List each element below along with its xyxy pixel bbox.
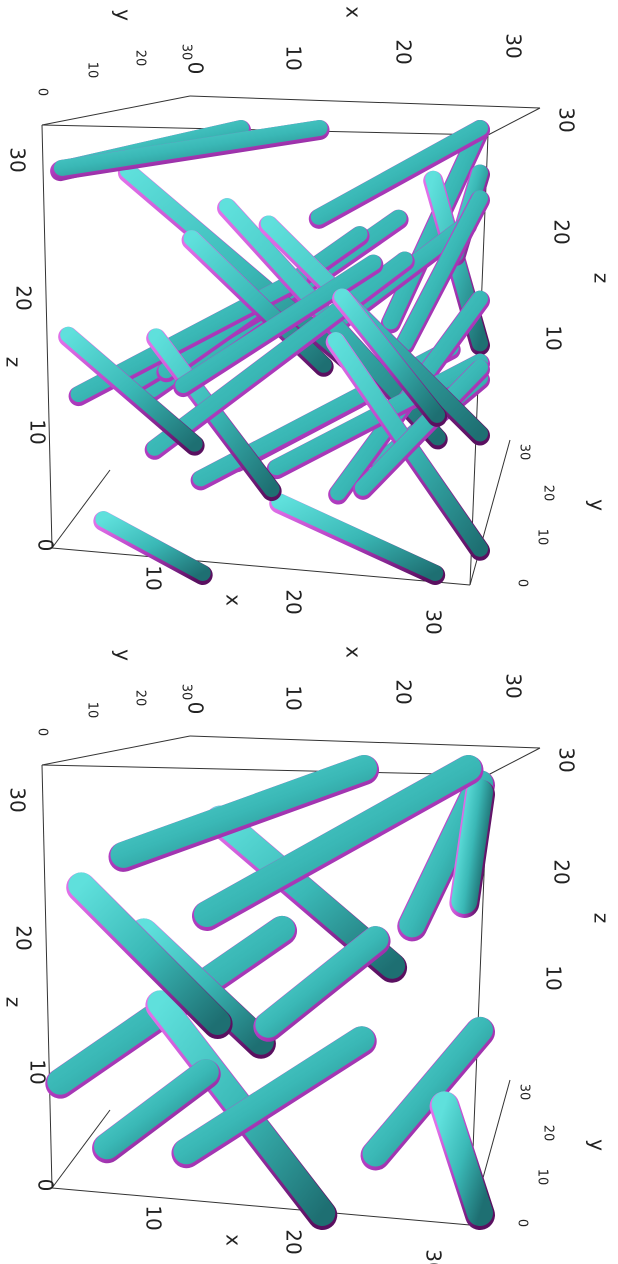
tick-label: 0: [35, 728, 50, 736]
tick-label: 10: [282, 685, 306, 710]
isosurface: [60, 128, 480, 575]
box-edge: [42, 765, 52, 1188]
tick-label: 30: [517, 444, 532, 461]
tick-label: 0: [34, 539, 58, 552]
box-edge: [488, 748, 540, 775]
box-edge: [52, 470, 110, 548]
isosurface: [60, 768, 480, 1215]
tick-label: 30: [555, 107, 579, 132]
tube: [268, 939, 375, 1025]
box-edge: [190, 736, 540, 748]
visualization: y 0 10 20 30 x 0 10 20 30 z 0 10 20 30 z 10 20 30 x 10 20 30 y 0…: [0, 0, 618, 1264]
axis-label: z: [590, 273, 614, 284]
tick-label: 10: [85, 702, 100, 719]
tube: [464, 792, 480, 901]
tick-label: 30: [422, 609, 446, 634]
tick-label: 30: [6, 147, 30, 172]
tick-label: 30: [502, 33, 526, 58]
panel: y 0 10 20 30 x 0 10 20 30 z 0 10 20 30 z 10 20 30 x 10 20 30 y 0…: [2, 646, 614, 1264]
tube: [279, 501, 435, 573]
tick-label: 30: [555, 747, 579, 772]
axis-label: z: [2, 997, 26, 1008]
tick-label: 10: [542, 325, 566, 350]
tick-label: 10: [85, 62, 100, 79]
tick-label: 0: [184, 62, 208, 75]
panel: y 0 10 20 30 x 0 10 20 30 z 0 10 20 30 z 10 20 30 x 10 20 30 y 0…: [2, 6, 614, 635]
axis-label: x: [222, 594, 246, 606]
tube: [445, 1104, 480, 1213]
tick-label: 10: [535, 1169, 550, 1186]
box-edge: [52, 1188, 470, 1225]
axis-label: y: [112, 9, 136, 21]
tick-label: 0: [515, 1219, 530, 1227]
tick-label: 30: [422, 1249, 446, 1264]
box-edge: [42, 765, 488, 775]
axis-label: y: [586, 1139, 610, 1151]
tick-label: 20: [12, 285, 36, 310]
tick-label: 20: [392, 39, 416, 64]
page: y 0 10 20 30 x 0 10 20 30 z 0 10 20 30 z 10 20 30 x 10 20 30 y 0…: [0, 0, 618, 1264]
tick-label: 20: [133, 50, 148, 67]
tick-label: 20: [12, 925, 36, 950]
tick-label: 30: [6, 787, 30, 812]
axis-label: y: [112, 649, 136, 661]
tick-label: 20: [550, 219, 574, 244]
tick-label: 0: [184, 702, 208, 715]
tick-label: 20: [392, 679, 416, 704]
tick-label: 10: [282, 45, 306, 70]
tick-label: 30: [517, 1084, 532, 1101]
tick-label: 30: [179, 44, 194, 61]
box-edge: [42, 125, 52, 548]
tick-label: 10: [542, 965, 566, 990]
tick-label: 20: [541, 485, 556, 502]
tick-label: 30: [179, 684, 194, 701]
axis-label: z: [2, 357, 26, 368]
tick-label: 0: [515, 579, 530, 587]
tick-label: 20: [541, 1125, 556, 1142]
axis-label: x: [222, 1234, 246, 1246]
tick-label: 10: [142, 565, 166, 590]
tick-label: 20: [282, 589, 306, 614]
tick-label: 10: [142, 1205, 166, 1230]
axis-label: z: [590, 913, 614, 924]
box-edge: [42, 736, 190, 765]
tick-label: 10: [26, 419, 50, 444]
box-edge: [488, 108, 540, 135]
tick-label: 20: [282, 1229, 306, 1254]
box-edge: [42, 96, 190, 125]
tick-label: 0: [34, 1179, 58, 1192]
tick-label: 20: [133, 690, 148, 707]
tick-label: 0: [35, 88, 50, 96]
axis-label: x: [342, 6, 366, 18]
axis-label: x: [342, 646, 366, 658]
tick-label: 30: [502, 673, 526, 698]
box-edge: [190, 96, 540, 108]
tick-label: 10: [535, 529, 550, 546]
tick-label: 20: [550, 859, 574, 884]
tick-label: 10: [26, 1059, 50, 1084]
box-edge: [470, 440, 510, 585]
axis-label: y: [586, 499, 610, 511]
